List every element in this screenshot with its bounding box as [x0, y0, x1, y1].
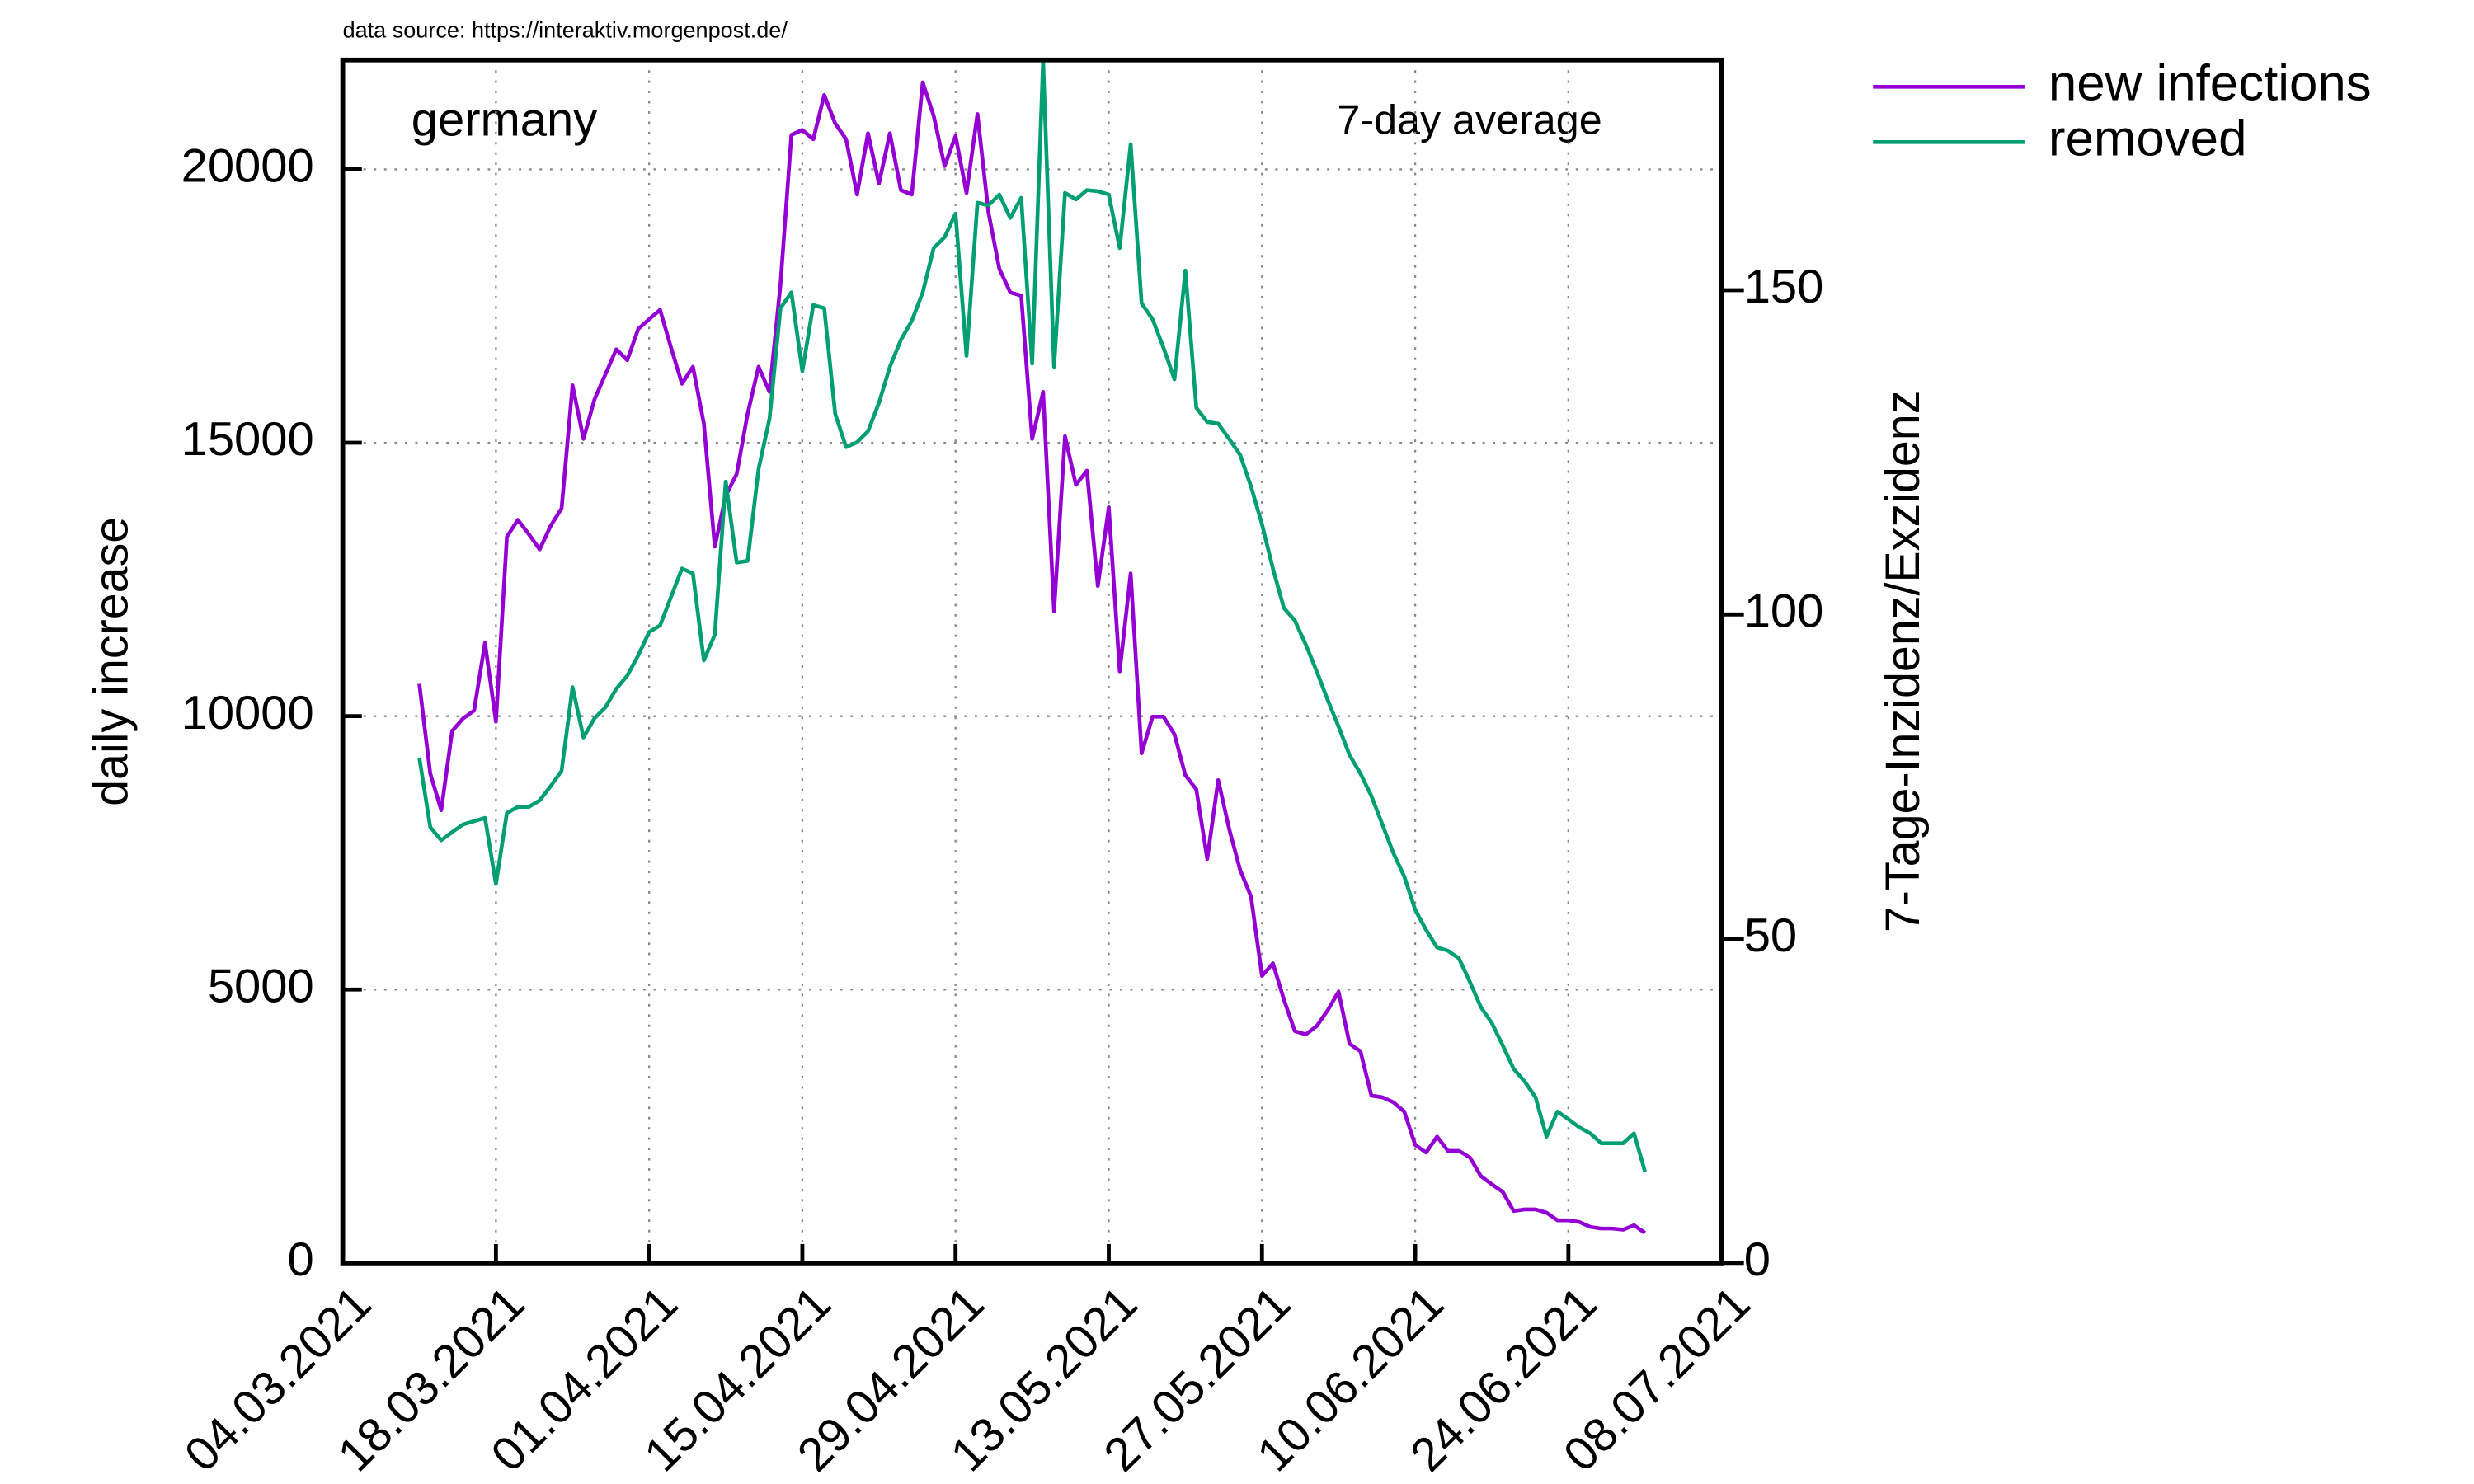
legend-label: new infections: [2048, 55, 2372, 112]
y-tick-label: 5000: [208, 960, 314, 1013]
y2-axis-label: 7-Tage-Inzidenz/Exzidenz: [1877, 391, 1930, 933]
y-axis-label: daily increase: [85, 517, 138, 806]
y2-tick-label: 100: [1744, 585, 1824, 638]
y2-tick-label: 0: [1744, 1233, 1771, 1286]
region-label: germany: [412, 94, 598, 147]
source-note: data source: https://interaktiv.morgenpo…: [343, 17, 788, 42]
y2-tick-label: 150: [1744, 261, 1824, 313]
average-note: 7-day average: [1337, 97, 1602, 143]
series-line: [417, 59, 1647, 1172]
plot-frame: [340, 57, 1724, 1266]
series-line: [417, 80, 1647, 1235]
y-tick-label: 15000: [181, 413, 314, 466]
y-tick-label: 20000: [181, 140, 314, 193]
y-tick-label: 0: [288, 1233, 314, 1286]
y2-tick-label: 50: [1744, 909, 1797, 962]
y-tick-label: 10000: [181, 687, 314, 740]
legend-label: removed: [2048, 110, 2247, 167]
